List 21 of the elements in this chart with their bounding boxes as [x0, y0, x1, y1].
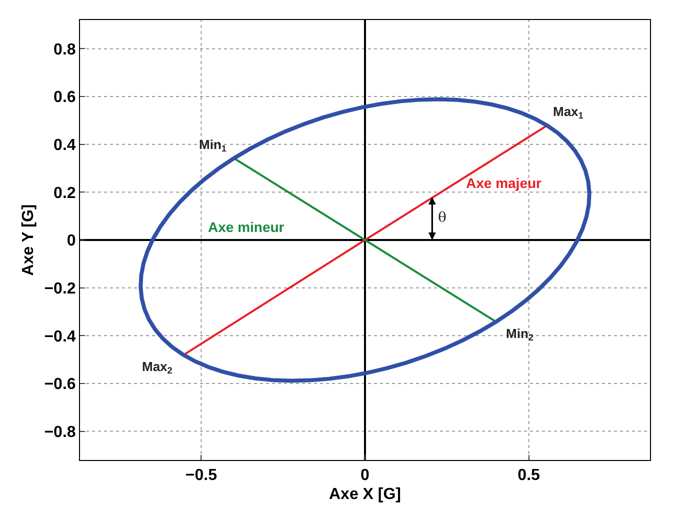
- annotation: Min$_{2}$: [506, 326, 534, 343]
- y-tick-label: −0.6: [44, 376, 76, 394]
- annotation: θ: [438, 210, 446, 226]
- x-tick-label: −0.5: [185, 467, 218, 484]
- y-tick-label: 0.6: [54, 89, 76, 106]
- series-label: Axe mineur: [208, 219, 285, 235]
- y-axis-title: Axe Y [G]: [20, 204, 38, 276]
- y-tick-label: −0.2: [44, 280, 76, 298]
- x-tick-label: 0.5: [518, 467, 540, 484]
- annotation: Min$_{1}$: [199, 137, 226, 154]
- annotation: Max$_{2}$: [142, 359, 172, 376]
- y-tick-label: −0.8: [44, 424, 76, 441]
- y-tick-label: 0.8: [54, 41, 76, 58]
- y-tick-label: 0.2: [54, 184, 76, 202]
- x-axis-title: Axe X [G]: [328, 486, 402, 503]
- y-tick-label: 0: [66, 232, 76, 250]
- annotation: Max$_{1}$: [553, 104, 584, 121]
- series-label: Axe majeur: [466, 175, 542, 191]
- y-tick-label: 0.4: [54, 136, 76, 154]
- x-tick-label: 0: [360, 467, 370, 484]
- y-tick-label: −0.4: [44, 328, 76, 346]
